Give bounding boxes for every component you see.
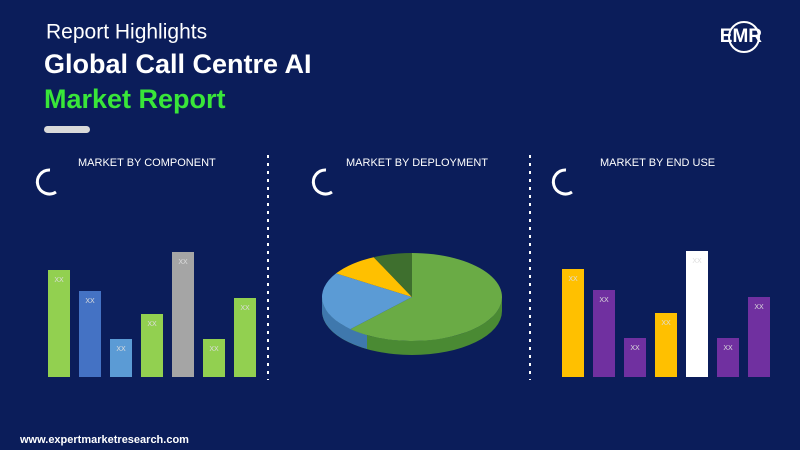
bar-label: XX <box>209 346 219 353</box>
bar <box>562 269 584 377</box>
bar <box>110 339 132 377</box>
bar <box>48 270 70 377</box>
pie-slice <box>350 253 503 341</box>
bar-label: XX <box>692 258 702 265</box>
subtitle: Report Highlights <box>46 21 207 44</box>
bar <box>748 297 770 377</box>
pie-side <box>322 297 367 349</box>
bar-label: XX <box>85 298 95 305</box>
bar-label: XX <box>54 277 64 284</box>
bar <box>141 314 163 377</box>
bar-label: XX <box>116 346 126 353</box>
chart-title: MARKET BY DEPLOYMENT <box>346 157 488 169</box>
arrow-icon <box>311 168 333 196</box>
bar <box>79 291 101 377</box>
pie-slice <box>336 257 412 297</box>
chart-title: MARKET BY COMPONENT <box>78 157 216 169</box>
logo-ring <box>728 21 760 53</box>
bar-label: XX <box>754 304 764 311</box>
arrow-icon <box>551 168 573 196</box>
bar-label: XX <box>599 297 609 304</box>
bar-label: XX <box>178 259 188 266</box>
bar <box>655 313 677 377</box>
bar <box>203 339 225 377</box>
title: Global Call Centre AI <box>44 49 312 79</box>
chart-title: MARKET BY END USE <box>600 157 715 169</box>
bar <box>593 290 615 377</box>
bar <box>172 252 194 377</box>
pie-slice <box>373 253 412 297</box>
title-highlight: Market Report <box>44 84 226 114</box>
bar-label: XX <box>661 320 671 327</box>
logo: EMR <box>720 26 763 47</box>
bar-label: XX <box>147 321 157 328</box>
bar <box>686 251 708 377</box>
title-underline <box>44 126 90 133</box>
arrow-icon <box>35 168 57 196</box>
bar-label: XX <box>240 305 250 312</box>
bar <box>234 298 256 377</box>
bar <box>624 338 646 377</box>
bar <box>717 338 739 377</box>
bar-label: XX <box>630 345 640 352</box>
footer: www.expertmarketresearch.com <box>19 434 189 446</box>
pie-slice <box>322 273 412 330</box>
bar-label: XX <box>568 276 578 283</box>
bar-label: XX <box>723 345 733 352</box>
